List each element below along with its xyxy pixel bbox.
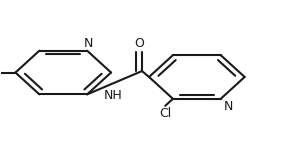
Text: N: N [224, 100, 233, 113]
Text: Cl: Cl [160, 107, 172, 120]
Text: NH: NH [104, 89, 123, 102]
Text: O: O [134, 37, 144, 50]
Text: N: N [84, 37, 93, 50]
